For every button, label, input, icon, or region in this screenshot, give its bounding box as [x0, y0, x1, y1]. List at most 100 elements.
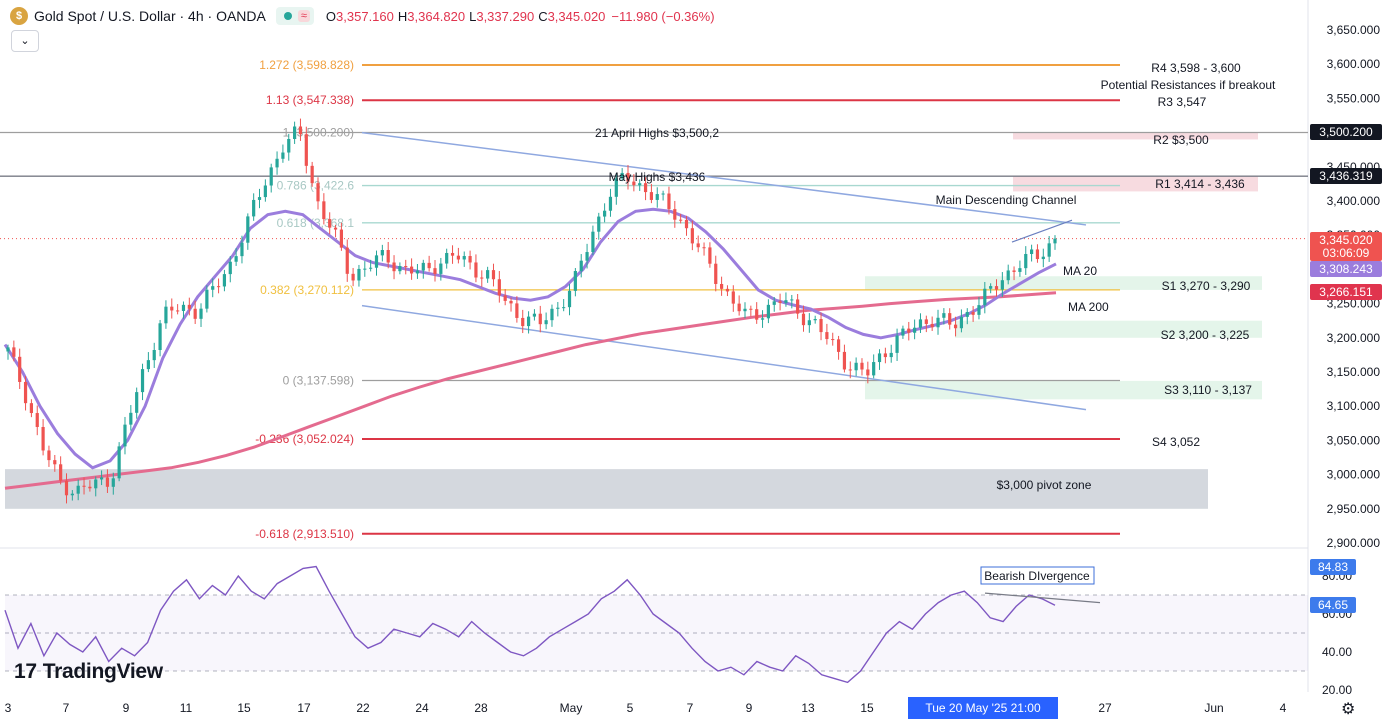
rsi-line [4, 565, 1056, 684]
price-tag [1310, 284, 1382, 300]
candle-body [1030, 249, 1034, 254]
candle-body [263, 185, 267, 198]
candle-body [918, 319, 923, 328]
candle-body [29, 403, 33, 414]
candle-body [614, 178, 618, 197]
candle-body [872, 362, 876, 376]
candle-body [88, 486, 92, 489]
time-axis-tick: 13 [801, 701, 815, 715]
candle-body [696, 243, 700, 248]
candle-body [977, 305, 981, 315]
candle-body [708, 247, 712, 264]
wave-icon: ≈ [297, 10, 310, 22]
candle-body [293, 126, 297, 139]
fib-level-label: 0.382 (3,270.112) [260, 283, 354, 297]
candle-body [53, 460, 57, 465]
candle-body [562, 307, 566, 309]
brand-text: TradingView [42, 660, 163, 683]
candle-body [532, 313, 537, 317]
candle-body [246, 216, 250, 243]
candle-body [965, 312, 969, 317]
price-axis-tick: 2,950.000 [1327, 502, 1381, 516]
low-value: 3,337.290 [476, 8, 535, 24]
time-axis-tick: 11 [180, 701, 193, 715]
candle-body [936, 317, 940, 328]
candle-body [374, 255, 379, 268]
candle-body [70, 493, 74, 496]
candle-body [187, 304, 191, 309]
candle-body [567, 290, 572, 308]
candle-body [1006, 270, 1010, 281]
market-status-pill[interactable]: ≈ [275, 7, 314, 25]
candle-body [784, 300, 788, 303]
candle-body [719, 283, 724, 289]
price-tag-text: 3,266.151 [1319, 285, 1373, 299]
candle-body [895, 335, 899, 353]
candle-body [831, 339, 835, 341]
fib-level-label: -0.236 (3,052.024) [255, 432, 354, 446]
fib-level-label: -0.618 (2,913.510) [255, 527, 354, 541]
rsi-axis-tick: 20.00 [1322, 683, 1352, 697]
candle-body [228, 261, 232, 275]
candle-body [661, 193, 665, 195]
candle-body [357, 268, 361, 281]
zone-label-4: S3 3,110 - 3,137 [1164, 383, 1252, 397]
candle-body [778, 301, 782, 303]
candle-body [556, 307, 560, 309]
candle-body [211, 286, 215, 290]
gold-logo-icon: $ [10, 7, 28, 25]
rsi-tag [1310, 559, 1356, 575]
candle-body [772, 301, 776, 305]
candle-body [468, 256, 472, 263]
time-axis-tick: 7 [687, 701, 694, 715]
candle-body [503, 295, 507, 301]
candle-body [427, 262, 431, 269]
candle-body [971, 312, 975, 315]
candle-body [117, 446, 121, 479]
rsi-tag [1310, 597, 1356, 613]
candle-body [176, 310, 180, 312]
price-axis-tick: 3,650.000 [1327, 23, 1381, 37]
candle-body [158, 323, 162, 350]
candle-body [392, 262, 396, 272]
time-axis-tick: 24 [415, 701, 429, 715]
candle-body [409, 266, 414, 274]
settings-gear-icon[interactable]: ⚙ [1341, 701, 1356, 718]
candle-body [597, 216, 601, 232]
candle-body [152, 349, 156, 361]
candle-body [12, 347, 16, 357]
candle-body [146, 360, 150, 370]
candle-body [550, 308, 554, 321]
candle-body [281, 152, 285, 159]
zone-label-2: S1 3,270 - 3,290 [1162, 279, 1251, 293]
candle-body [1024, 253, 1028, 269]
candle-body [591, 231, 595, 253]
candle-body [181, 304, 186, 311]
candle-body [18, 356, 22, 382]
candle-body [456, 255, 460, 260]
candle-body [790, 299, 794, 301]
annotation-may-highs: May Highs $3,436 [609, 170, 706, 184]
fib-level-label: 1.272 (3,598.828) [259, 58, 354, 72]
candle-body [889, 352, 893, 358]
crosshair-time-tag [908, 697, 1058, 719]
candle-body [989, 286, 993, 289]
time-axis-tick: 22 [356, 701, 370, 715]
symbol-title[interactable]: Gold Spot / U.S. Dollar · 4h · OANDA [34, 8, 266, 24]
candle-body [234, 256, 238, 262]
price-tag-text: 3,308.243 [1319, 262, 1373, 276]
annotation-r4: R4 3,598 - 3,600 [1151, 61, 1241, 75]
candle-body [369, 267, 373, 269]
annotation-potential-resistances: Potential Resistances if breakout [1101, 78, 1276, 92]
candle-body [252, 199, 256, 217]
collapse-chevron-icon[interactable]: ⌄ [11, 30, 39, 52]
high-label: H [397, 8, 408, 24]
tradingview-mark-icon: 17 [14, 660, 37, 683]
price-axis-tick: 3,600.000 [1327, 57, 1381, 71]
time-axis-tick: 5 [627, 701, 634, 715]
tradingview-logo[interactable]: 17 TradingView [14, 660, 163, 684]
price-axis-tick: 3,400.000 [1327, 194, 1381, 208]
candle-body [766, 304, 770, 319]
candle-body [883, 353, 887, 358]
